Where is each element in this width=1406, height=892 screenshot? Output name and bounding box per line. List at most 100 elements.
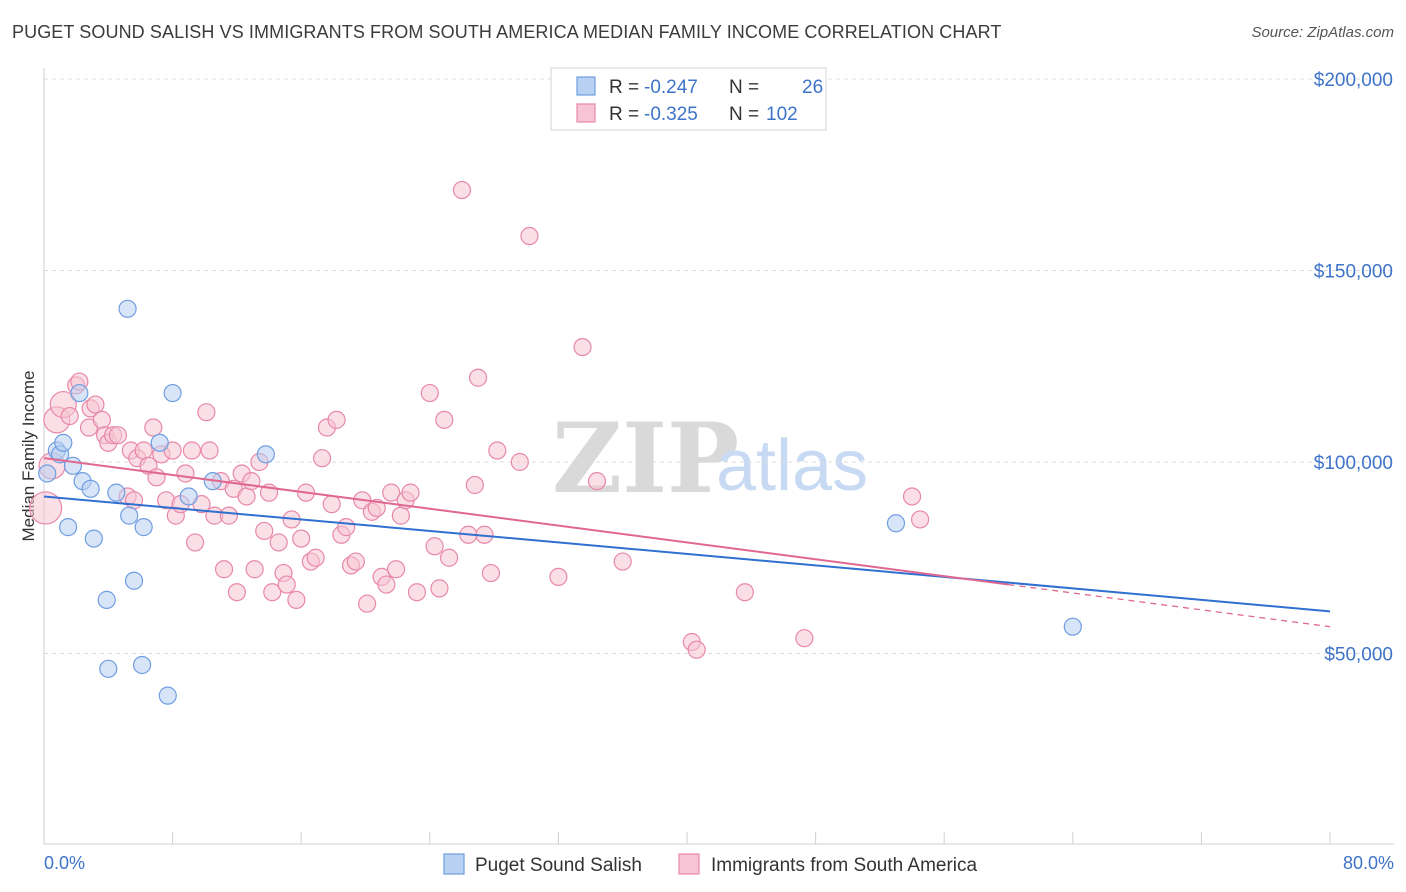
point-immigrants-south-america [29, 491, 63, 525]
point-immigrants-south-america [401, 483, 420, 502]
point-immigrants-south-america [245, 560, 264, 579]
point-puget-sound-salish [179, 487, 198, 506]
point-immigrants-south-america [587, 472, 607, 491]
point-immigrants-south-america [488, 441, 507, 460]
point-immigrants-south-america [549, 567, 568, 587]
point-immigrants-south-america [430, 579, 449, 598]
legend-n-value-1: 26 [802, 77, 823, 98]
chart-title: PUGET SOUND SALISH VS IMMIGRANTS FROM SO… [12, 22, 1002, 42]
point-immigrants-south-america [382, 483, 401, 502]
point-immigrants-south-america [346, 552, 365, 571]
point-immigrants-south-america [613, 552, 632, 571]
point-immigrants-south-america [176, 464, 195, 483]
point-immigrants-south-america [795, 629, 814, 648]
point-immigrants-south-america [200, 441, 219, 460]
point-immigrants-south-america [687, 640, 706, 659]
legend-r-value-1: -0.247 [644, 77, 698, 98]
point-immigrants-south-america [910, 510, 930, 529]
point-puget-sound-salish [81, 479, 100, 498]
bottom-legend-label-pink: Immigrants from South America [711, 855, 978, 876]
point-immigrants-south-america [735, 583, 754, 602]
point-immigrants-south-america [214, 560, 234, 579]
point-puget-sound-salish [886, 514, 906, 533]
bottom-legend: Puget Sound Salish Immigrants from South… [443, 853, 978, 876]
point-puget-sound-salish [84, 529, 103, 548]
point-immigrants-south-america [124, 491, 144, 510]
point-immigrants-south-america [407, 583, 427, 602]
trend-lines [43, 457, 1331, 628]
point-immigrants-south-america [902, 487, 922, 506]
point-immigrants-south-america [391, 506, 410, 525]
legend-swatch-pink [576, 103, 596, 123]
point-puget-sound-salish [38, 464, 57, 483]
bottom-legend-swatch-blue [443, 853, 465, 875]
point-immigrants-south-america [263, 583, 282, 602]
source-label: Source: ZipAtlas.com [1251, 24, 1394, 41]
point-puget-sound-salish [163, 383, 182, 403]
point-puget-sound-salish [158, 686, 177, 705]
point-immigrants-south-america [287, 590, 306, 609]
point-immigrants-south-america [435, 410, 454, 429]
point-immigrants-south-america [134, 441, 153, 460]
legend-r-value-2: -0.325 [644, 104, 698, 125]
legend-r-label-1: R = [609, 77, 639, 98]
point-immigrants-south-america [292, 529, 311, 548]
y-tick-label: $100,000 [1314, 453, 1393, 474]
x-tick-label-min: 0.0% [44, 853, 85, 873]
point-immigrants-south-america [465, 475, 484, 495]
point-puget-sound-salish [120, 506, 139, 525]
y-tick-label: $150,000 [1314, 262, 1393, 283]
point-immigrants-south-america [573, 338, 592, 357]
point-puget-sound-salish [59, 518, 78, 537]
point-puget-sound-salish [63, 456, 83, 475]
point-immigrants-south-america [277, 575, 296, 594]
point-immigrants-south-america [108, 426, 128, 445]
point-immigrants-south-america [237, 487, 256, 506]
point-immigrants-south-america [92, 410, 111, 429]
trend-line-immigrants-south-america [43, 457, 1009, 586]
point-immigrants-south-america [420, 383, 439, 403]
y-tick-label: $200,000 [1314, 70, 1393, 91]
point-immigrants-south-america [312, 449, 332, 468]
legend: R = -0.247 N = 26 R = -0.325 N = 102 [550, 67, 827, 131]
point-immigrants-south-america [186, 533, 205, 552]
trend-line-immigrants-extrapolated [1008, 583, 1331, 628]
point-immigrants-south-america [86, 395, 105, 414]
point-immigrants-south-america [377, 575, 396, 594]
point-immigrants-south-america [144, 418, 163, 437]
legend-r-label-2: R = [609, 104, 639, 125]
series-immigrants-from-south-america [29, 180, 930, 659]
point-immigrants-south-america [520, 226, 539, 246]
point-immigrants-south-america [367, 498, 386, 518]
point-immigrants-south-america [481, 563, 500, 583]
point-immigrants-south-america [425, 537, 444, 556]
legend-swatch-blue [576, 76, 596, 96]
point-puget-sound-salish [124, 571, 144, 590]
point-immigrants-south-america [358, 594, 377, 613]
point-immigrants-south-america [197, 403, 216, 422]
watermark: ZIP atlas [552, 402, 868, 515]
legend-n-label-1: N = [729, 77, 759, 98]
point-puget-sound-salish [118, 299, 137, 318]
point-puget-sound-salish [256, 445, 275, 464]
point-puget-sound-salish [132, 655, 152, 675]
legend-box [550, 67, 827, 131]
point-immigrants-south-america [386, 560, 406, 579]
point-puget-sound-salish [99, 659, 118, 678]
point-immigrants-south-america [269, 533, 288, 552]
point-puget-sound-salish [54, 433, 73, 452]
point-immigrants-south-america [322, 495, 341, 514]
legend-n-label-2: N = [729, 104, 759, 125]
series-puget-sound-salish [38, 299, 1082, 705]
x-tick-label-max: 80.0% [1343, 853, 1394, 873]
point-immigrants-south-america [227, 583, 246, 602]
point-immigrants-south-america [219, 506, 238, 525]
y-tick-labels: $50,000 $100,000 $150,000 $200,000 [1314, 70, 1393, 666]
point-puget-sound-salish [97, 590, 116, 609]
point-immigrants-south-america [452, 180, 472, 200]
point-immigrants-south-america [306, 548, 325, 567]
point-puget-sound-salish [70, 383, 89, 403]
legend-n-value-2: 102 [766, 104, 798, 125]
trend-line-puget-sound-salish [43, 495, 1331, 613]
